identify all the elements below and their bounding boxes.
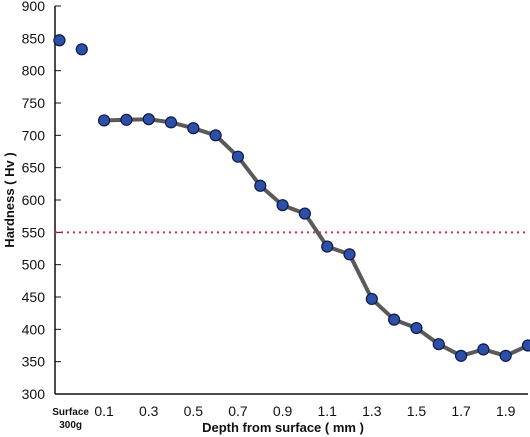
y-tick-label: 700: [22, 127, 46, 143]
y-tick-label: 750: [22, 95, 46, 111]
x-tick-label: 1.1: [317, 403, 337, 419]
data-point: [97, 114, 111, 127]
data-point: [164, 116, 178, 129]
x-tick-label: 0.7: [228, 403, 248, 419]
x-tick-sublabel-surface: 300g: [59, 420, 82, 431]
data-point: [298, 207, 311, 220]
data-points: [53, 34, 530, 362]
x-axis-group: Surface 300g 0.1 0.3 0.5 0.7 0.9 1.1 1.3 1.5 1.7 1.…: [52, 393, 528, 431]
y-ticks: 300 350 400 450 500 550 600 650 700 750 800 850 900: [22, 0, 61, 402]
x-axis-title: Depth from surface ( mm ): [202, 420, 364, 435]
x-tick-label: 1.3: [362, 403, 382, 419]
x-tick-label: 0.3: [139, 403, 159, 419]
x-tick-label: 1.9: [496, 403, 516, 419]
x-tick-label: 0.5: [184, 403, 204, 419]
y-tick-label: 650: [22, 160, 46, 176]
data-point: [432, 338, 445, 351]
x-tick-label: 1.7: [451, 403, 471, 419]
y-tick-label: 500: [22, 257, 46, 273]
data-point: [388, 313, 401, 326]
data-point: [521, 339, 530, 352]
y-tick-label: 300: [22, 386, 46, 402]
surface-point: [75, 43, 88, 56]
data-point: [120, 113, 133, 126]
y-axis-group: 300 350 400 450 500 550 600 650 700 750 800 850 900: [22, 0, 61, 402]
data-point: [209, 129, 222, 142]
surface-point: [53, 34, 66, 47]
data-point: [187, 122, 200, 135]
y-tick-label: 450: [22, 289, 46, 305]
x-tick-label-surface: Surface: [52, 407, 89, 418]
series-line: [104, 117, 529, 358]
y-tick-label: 550: [22, 224, 46, 240]
x-tick-label: 0.1: [94, 403, 114, 419]
x-tick-label: 1.5: [407, 403, 427, 419]
data-point: [254, 179, 267, 192]
x-tick-label: 0.9: [273, 403, 293, 419]
y-axis-title: Hardness ( Hv ): [2, 152, 17, 247]
y-tick-label: 600: [22, 192, 46, 208]
data-point: [343, 248, 356, 261]
x-ticks: Surface 300g 0.1 0.3 0.5 0.7 0.9 1.1 1.3 1.5 1.7 1.…: [52, 403, 515, 431]
data-point: [142, 113, 155, 126]
data-point: [321, 240, 334, 253]
data-point: [454, 349, 468, 362]
data-point: [499, 349, 512, 362]
y-tick-label: 350: [22, 354, 46, 370]
data-point: [477, 343, 490, 356]
y-tick-label: 400: [22, 321, 46, 337]
y-tick-label: 800: [22, 63, 46, 79]
y-tick-label: 850: [22, 30, 46, 46]
data-point: [276, 199, 289, 212]
data-point: [365, 292, 378, 306]
y-tick-label: 900: [22, 0, 46, 14]
data-point: [410, 321, 423, 335]
data-point: [231, 150, 245, 163]
